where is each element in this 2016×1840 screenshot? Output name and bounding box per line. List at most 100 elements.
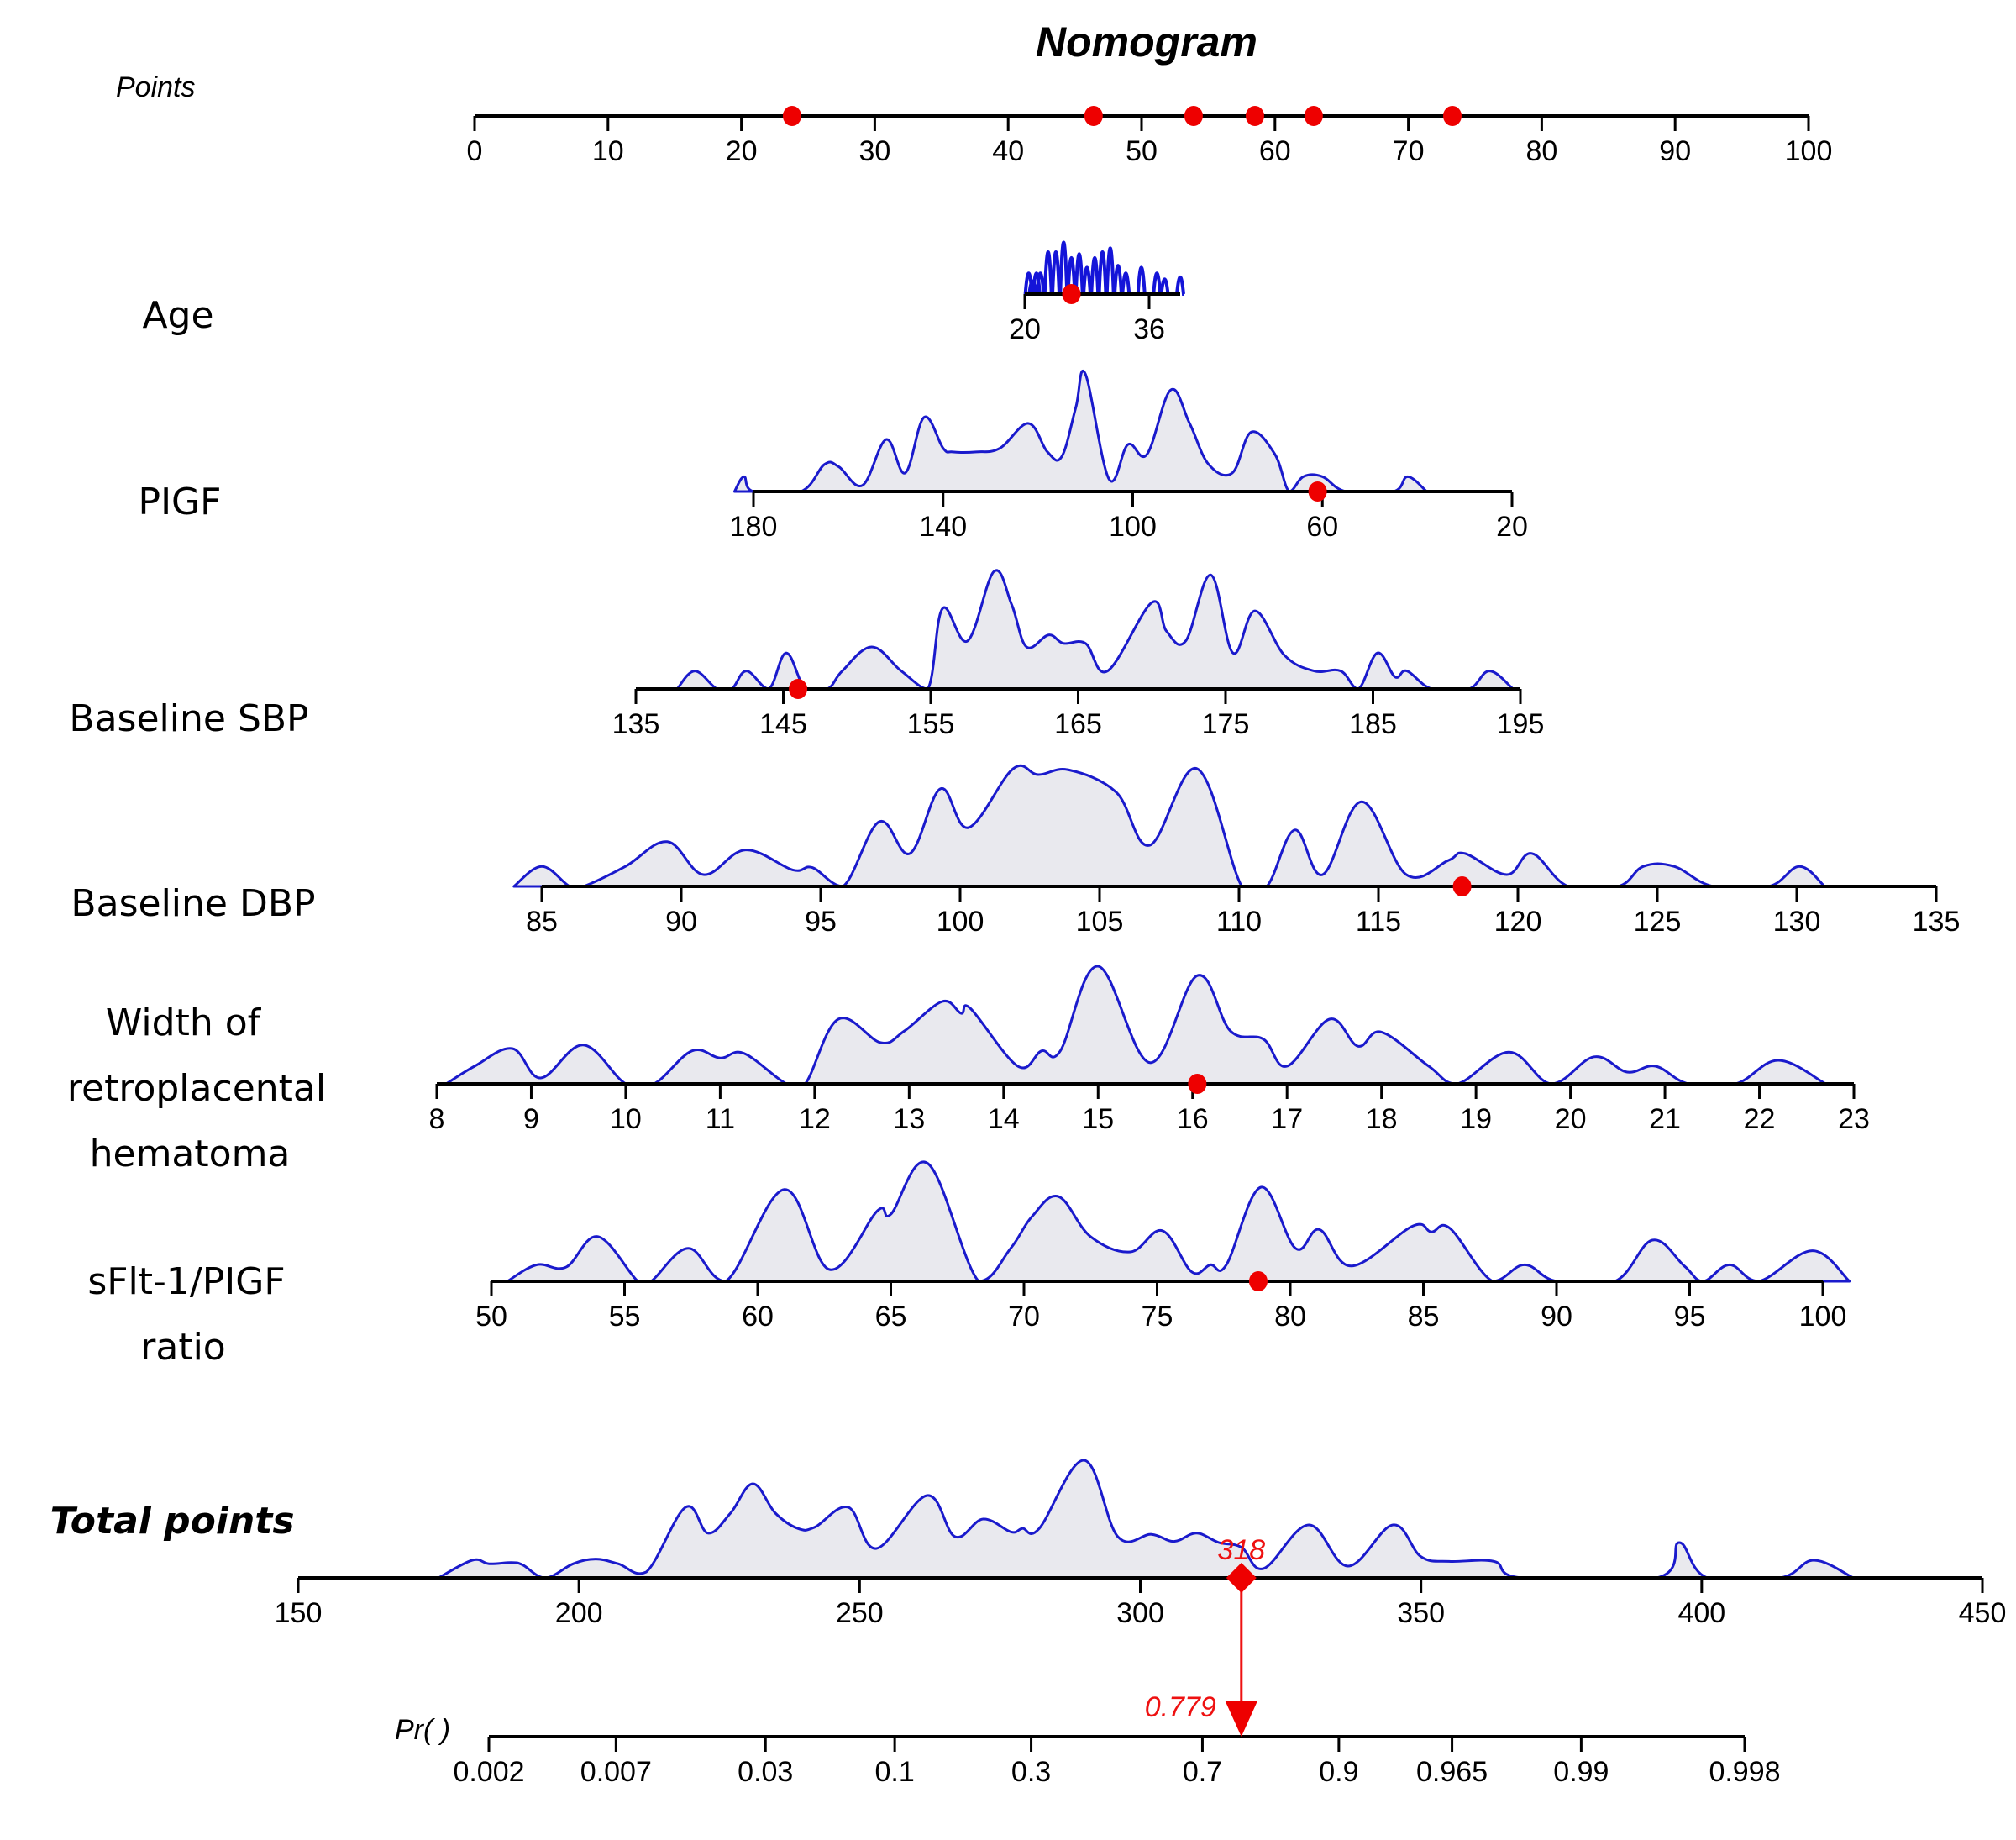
baseline-dbp-axis-tick-label: 120 xyxy=(1494,906,1542,938)
total-points-axis-tick-label: 450 xyxy=(1959,1597,2007,1629)
hematoma-width-axis-tick-label: 9 xyxy=(523,1103,539,1135)
baseline-dbp-axis-tick-label: 100 xyxy=(937,906,984,938)
baseline-sbp-selected-marker xyxy=(789,679,808,699)
points-axis-tick-label: 40 xyxy=(992,135,1024,167)
baseline-dbp-axis-tick-label: 130 xyxy=(1773,906,1821,938)
total-points-axis-tick-label: 150 xyxy=(275,1597,323,1629)
sflt-pigf-ratio-axis-tick-label: 65 xyxy=(875,1301,907,1333)
points-axis-tick-label: 70 xyxy=(1393,135,1425,167)
chart-title: Nomogram xyxy=(1036,18,1257,66)
hematoma-width-axis-tick-label: 17 xyxy=(1271,1103,1303,1135)
age-label: Age xyxy=(142,294,213,337)
baseline-sbp-axis-tick-label: 155 xyxy=(907,708,955,740)
age-selected-marker xyxy=(1062,284,1081,304)
points-marker xyxy=(1084,106,1103,126)
hematoma-width-axis-tick-label: 21 xyxy=(1649,1103,1681,1135)
total-points-axis-tick-label: 400 xyxy=(1677,1597,1725,1629)
baseline-dbp-label: Baseline DBP xyxy=(71,882,315,925)
points-marker xyxy=(1443,106,1462,126)
hematoma-width-axis-tick-label: 11 xyxy=(706,1103,735,1135)
probability-axis-tick-label: 0.9 xyxy=(1319,1756,1358,1788)
baseline-dbp-axis-tick-label: 115 xyxy=(1356,906,1401,938)
hematoma-width-axis-tick-label: 18 xyxy=(1366,1103,1398,1135)
points-axis-tick-label: 90 xyxy=(1659,135,1691,167)
total-points-axis-tick-label: 200 xyxy=(555,1597,603,1629)
points-marker xyxy=(1184,106,1203,126)
total-points-axis-tick-label: 250 xyxy=(836,1597,884,1629)
points-axis-tick-label: 80 xyxy=(1525,135,1557,167)
probability-axis-tick-label: 0.03 xyxy=(738,1756,793,1788)
hematoma-width-axis-tick-label: 22 xyxy=(1744,1103,1776,1135)
hematoma-width-axis-tick-label: 14 xyxy=(988,1103,1020,1135)
baseline-dbp-axis-tick-label: 110 xyxy=(1216,906,1262,938)
sflt-pigf-ratio-axis-tick-label: 80 xyxy=(1274,1301,1306,1333)
points-axis-tick-label: 60 xyxy=(1259,135,1291,167)
sflt-pigf-ratio-axis-tick-label: 85 xyxy=(1408,1301,1440,1333)
baseline-sbp-density-curve xyxy=(675,569,1515,691)
hematoma-width-axis-tick-label: 12 xyxy=(799,1103,831,1135)
probability-axis-tick-label: 0.965 xyxy=(1416,1756,1488,1788)
baseline-dbp-axis-tick-label: 135 xyxy=(1913,906,1961,938)
hematoma-width-axis-tick-label: 15 xyxy=(1082,1103,1114,1135)
predicted-probability-label: 0.779 xyxy=(1145,1691,1216,1723)
sflt-ratio-label-line2: ratio xyxy=(140,1326,225,1369)
baseline-sbp-axis-tick-label: 175 xyxy=(1202,708,1250,740)
baseline-sbp-axis-tick-label: 195 xyxy=(1497,708,1545,740)
pigf-density-curve xyxy=(732,370,1428,493)
baseline-dbp-axis-tick-label: 105 xyxy=(1076,906,1124,938)
points-axis-tick-label: 50 xyxy=(1126,135,1158,167)
hematoma-width-selected-marker xyxy=(1188,1074,1207,1094)
hematoma-width-axis-tick-label: 16 xyxy=(1177,1103,1209,1135)
baseline-dbp-axis-tick-label: 125 xyxy=(1634,906,1682,938)
points-axis-tick-label: 10 xyxy=(592,135,624,167)
sflt-pigf-ratio-axis-tick-label: 90 xyxy=(1541,1301,1572,1333)
sflt-pigf-ratio-density-curve xyxy=(506,1160,1851,1283)
baseline-sbp-axis-tick-label: 145 xyxy=(759,708,807,740)
sflt-pigf-ratio-axis-tick-label: 95 xyxy=(1674,1301,1706,1333)
points-axis-label: Points xyxy=(116,71,196,103)
hematoma-width-axis-tick-label: 20 xyxy=(1555,1103,1587,1135)
width-hematoma-label-line3: hematoma xyxy=(90,1133,291,1175)
probability-axis-label: Pr( ) xyxy=(395,1714,450,1746)
width-hematoma-label-line1: Width of xyxy=(106,1001,262,1044)
sflt-pigf-ratio-axis-tick-label: 100 xyxy=(1799,1301,1847,1333)
probability-axis-tick-label: 0.7 xyxy=(1183,1756,1222,1788)
probability-axis-tick-label: 0.1 xyxy=(874,1756,914,1788)
total-points-axis-tick-label: 300 xyxy=(1116,1597,1164,1629)
sflt-pigf-ratio-selected-marker xyxy=(1248,1271,1268,1291)
baseline-dbp-axis-tick-label: 95 xyxy=(805,906,837,938)
baseline-dbp-axis-tick-label: 90 xyxy=(665,906,697,938)
age-density-curve xyxy=(1023,240,1185,296)
hematoma-width-axis-tick-label: 19 xyxy=(1460,1103,1492,1135)
baseline-sbp-axis-tick-label: 165 xyxy=(1054,708,1102,740)
pigf-selected-marker xyxy=(1308,481,1327,502)
baseline-sbp-axis-tick-label: 135 xyxy=(612,708,660,740)
sflt-pigf-ratio-axis-tick-label: 70 xyxy=(1008,1301,1040,1333)
total-points-density-curve xyxy=(437,1459,1855,1580)
points-axis-tick-label: 100 xyxy=(1785,135,1833,167)
hematoma-width-axis-tick-label: 23 xyxy=(1838,1103,1870,1135)
baseline-dbp-density-curve xyxy=(512,764,1826,888)
hematoma-width-axis-tick-label: 8 xyxy=(429,1103,445,1135)
age-axis-tick-label: 36 xyxy=(1133,313,1165,345)
baseline-sbp-label: Baseline SBP xyxy=(69,697,308,740)
pigf-axis-tick-label: 20 xyxy=(1496,511,1528,543)
probability-axis-tick-label: 0.007 xyxy=(580,1756,652,1788)
points-axis-tick-label: 0 xyxy=(467,135,483,167)
width-hematoma-label-line2: retroplacental xyxy=(67,1067,326,1110)
sflt-pigf-ratio-axis-tick-label: 60 xyxy=(742,1301,774,1333)
pigf-axis-tick-label: 180 xyxy=(730,511,778,543)
points-axis-tick-label: 20 xyxy=(726,135,758,167)
probability-axis-tick-label: 0.3 xyxy=(1011,1756,1051,1788)
sflt-pigf-ratio-axis-tick-label: 55 xyxy=(609,1301,641,1333)
pigf-axis-tick-label: 60 xyxy=(1306,511,1338,543)
hematoma-width-density-curve xyxy=(444,965,1827,1086)
hematoma-width-axis-tick-label: 10 xyxy=(610,1103,642,1135)
probability-arrow-marker xyxy=(1225,1701,1257,1737)
total-points-diamond-marker xyxy=(1226,1563,1257,1593)
age-axis-tick-label: 20 xyxy=(1009,313,1041,345)
sflt-pigf-ratio-axis-tick-label: 50 xyxy=(475,1301,507,1333)
baseline-sbp-axis-tick-label: 185 xyxy=(1349,708,1397,740)
sflt-pigf-ratio-axis-tick-label: 75 xyxy=(1142,1301,1173,1333)
sflt-ratio-label-line1: sFlt-1/PIGF xyxy=(87,1260,285,1303)
